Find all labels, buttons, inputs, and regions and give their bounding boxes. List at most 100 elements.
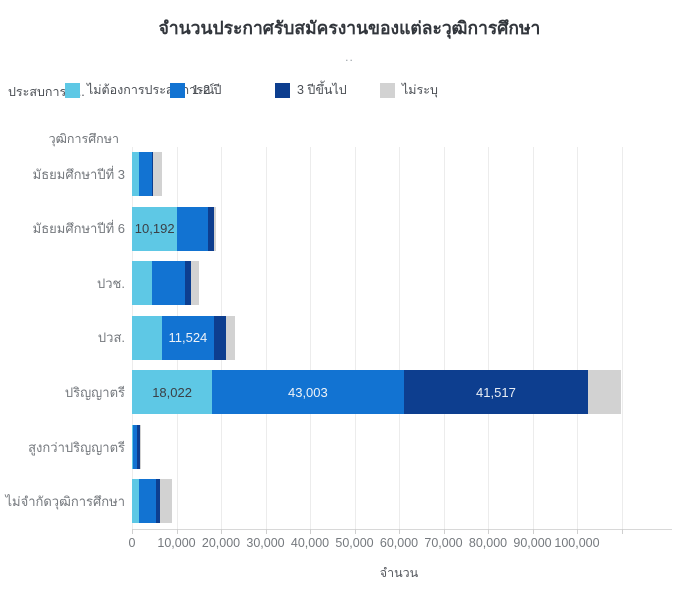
bar-segment[interactable] bbox=[214, 206, 217, 251]
tick-label: 100,000 bbox=[554, 536, 600, 550]
tick-mark bbox=[310, 529, 311, 534]
bar-segment[interactable] bbox=[160, 479, 173, 524]
tick-label: 20,000 bbox=[201, 536, 241, 550]
bar-value-label: 43,003 bbox=[287, 384, 328, 400]
bar-segment[interactable] bbox=[588, 370, 622, 415]
chart-title: จำนวนประกาศรับสมัครงานของแต่ละวุฒิการศึก… bbox=[158, 18, 541, 38]
category-label: มัธยมศึกษาปีที่ 6 bbox=[32, 221, 125, 237]
legend-swatch-icon bbox=[275, 82, 290, 98]
category-label: มัธยมศึกษาปีที่ 3 bbox=[32, 166, 125, 182]
x-axis-tick-labels: 0 10,000 20,000 30,000 40,000 50,000 60,000 70,… bbox=[129, 536, 666, 552]
bar-segment[interactable] bbox=[225, 315, 236, 360]
category-label: ปริญญาตรี bbox=[64, 385, 125, 401]
legend-item-3[interactable]: 3 ปีขึ้นไป bbox=[275, 80, 347, 100]
tick-mark bbox=[532, 529, 534, 534]
bar-row: 18,022 43,003 41,517 bbox=[132, 365, 666, 420]
bar-segment[interactable] bbox=[153, 152, 163, 196]
tick-mark bbox=[488, 529, 489, 534]
legend-item-2[interactable]: 1-2 ปี bbox=[170, 80, 221, 100]
plot-area: 10,192 11,524 18,022 43,003 41,517 bbox=[132, 147, 666, 529]
bar-segment[interactable] bbox=[136, 424, 140, 469]
tick-mark bbox=[176, 529, 178, 534]
stacked-bar bbox=[132, 479, 173, 524]
tick-mark bbox=[265, 529, 267, 534]
legend-item-4[interactable]: ไม่ระบุ bbox=[380, 80, 438, 100]
legend-label: 1-2 ปี bbox=[192, 83, 222, 97]
bar-segment[interactable] bbox=[138, 479, 157, 524]
tick-mark bbox=[399, 529, 400, 534]
tick-mark bbox=[221, 529, 222, 534]
gridline bbox=[443, 147, 445, 529]
bar-segment[interactable] bbox=[152, 261, 185, 306]
tick-mark bbox=[621, 529, 623, 534]
legend-swatch-icon bbox=[380, 82, 395, 98]
gridline bbox=[265, 147, 267, 529]
tick-mark bbox=[577, 529, 578, 534]
bar-segment[interactable]: 43,003 bbox=[212, 370, 404, 415]
stacked-bar bbox=[132, 261, 200, 306]
category-label: สูงกว่าปริญญาตรี bbox=[28, 439, 125, 455]
x-axis-title: จำนวน bbox=[379, 566, 419, 580]
bar-segment[interactable] bbox=[132, 261, 153, 306]
bar-value-label: 11,524 bbox=[168, 330, 208, 346]
stacked-bar: 18,022 43,003 41,517 bbox=[132, 370, 622, 415]
tick-label: 50,000 bbox=[335, 536, 374, 550]
bar-value-label: 18,022 bbox=[152, 384, 192, 400]
gridline bbox=[310, 147, 311, 529]
bar-segment[interactable]: 10,192 bbox=[132, 206, 178, 251]
bar-row bbox=[132, 420, 666, 475]
x-axis-line bbox=[132, 529, 672, 530]
bar-value-label: 41,517 bbox=[476, 384, 516, 400]
bar-segment[interactable] bbox=[190, 261, 200, 306]
bar-row: 11,524 bbox=[132, 311, 666, 366]
bar-segment[interactable]: 41,517 bbox=[403, 370, 589, 415]
tick-label: 90,000 bbox=[513, 536, 552, 550]
bar-segment[interactable] bbox=[156, 479, 161, 524]
stacked-bar bbox=[132, 424, 141, 469]
tick-mark bbox=[354, 529, 356, 534]
tick-mark bbox=[443, 529, 445, 534]
tick-label: 30,000 bbox=[246, 536, 285, 550]
legend-swatch-icon bbox=[170, 82, 185, 98]
category-label: ไม่จำกัดวุฒิการศึกษา bbox=[5, 494, 125, 510]
stacked-bar bbox=[132, 152, 163, 196]
bar-segment[interactable] bbox=[132, 424, 133, 469]
legend-label: ไม่ระบุ bbox=[402, 83, 438, 97]
bar-row: 10,192 bbox=[132, 202, 666, 257]
gridline bbox=[621, 147, 623, 529]
bar-row bbox=[132, 147, 666, 202]
category-label: ปวส. bbox=[97, 330, 125, 346]
bar-segment[interactable] bbox=[132, 152, 139, 196]
bar-segment[interactable] bbox=[139, 424, 141, 469]
bar-segment[interactable] bbox=[213, 315, 226, 360]
bar-segment[interactable] bbox=[207, 206, 215, 251]
gridline bbox=[532, 147, 534, 529]
tick-mark bbox=[132, 529, 133, 534]
bar-segment[interactable] bbox=[132, 479, 139, 524]
bar-segment[interactable] bbox=[184, 261, 191, 306]
tick-label: 80,000 bbox=[468, 536, 508, 550]
bar-segment[interactable]: 18,022 bbox=[132, 370, 213, 415]
legend: ประสบการณ์.. ไม่ต้องการประสบการณ์ 1-2 ปี 3… bbox=[8, 80, 699, 100]
gridline bbox=[354, 147, 356, 529]
bar-row bbox=[132, 256, 666, 311]
y-axis-title: วุฒิการศึกษา bbox=[48, 132, 119, 146]
bar-segment[interactable] bbox=[132, 315, 163, 360]
stacked-bar: 10,192 bbox=[132, 206, 217, 251]
tick-label: 70,000 bbox=[424, 536, 463, 550]
bar-segment[interactable] bbox=[138, 152, 152, 196]
bar-segment[interactable] bbox=[132, 424, 137, 469]
x-axis-tick-marks bbox=[132, 529, 666, 534]
bar-segment[interactable] bbox=[151, 152, 154, 196]
tick-label: 40,000 bbox=[290, 536, 330, 550]
stacked-bar: 11,524 bbox=[132, 315, 236, 360]
gridline bbox=[577, 147, 578, 529]
bar-segment[interactable] bbox=[177, 206, 208, 251]
bar-segment[interactable]: 11,524 bbox=[162, 315, 214, 360]
legend-swatch-icon bbox=[65, 82, 80, 98]
tick-label: 10,000 bbox=[157, 536, 196, 550]
bar-value-label: 10,192 bbox=[134, 221, 175, 237]
chart-subtitle: .. bbox=[345, 50, 354, 64]
gridline bbox=[488, 147, 489, 529]
